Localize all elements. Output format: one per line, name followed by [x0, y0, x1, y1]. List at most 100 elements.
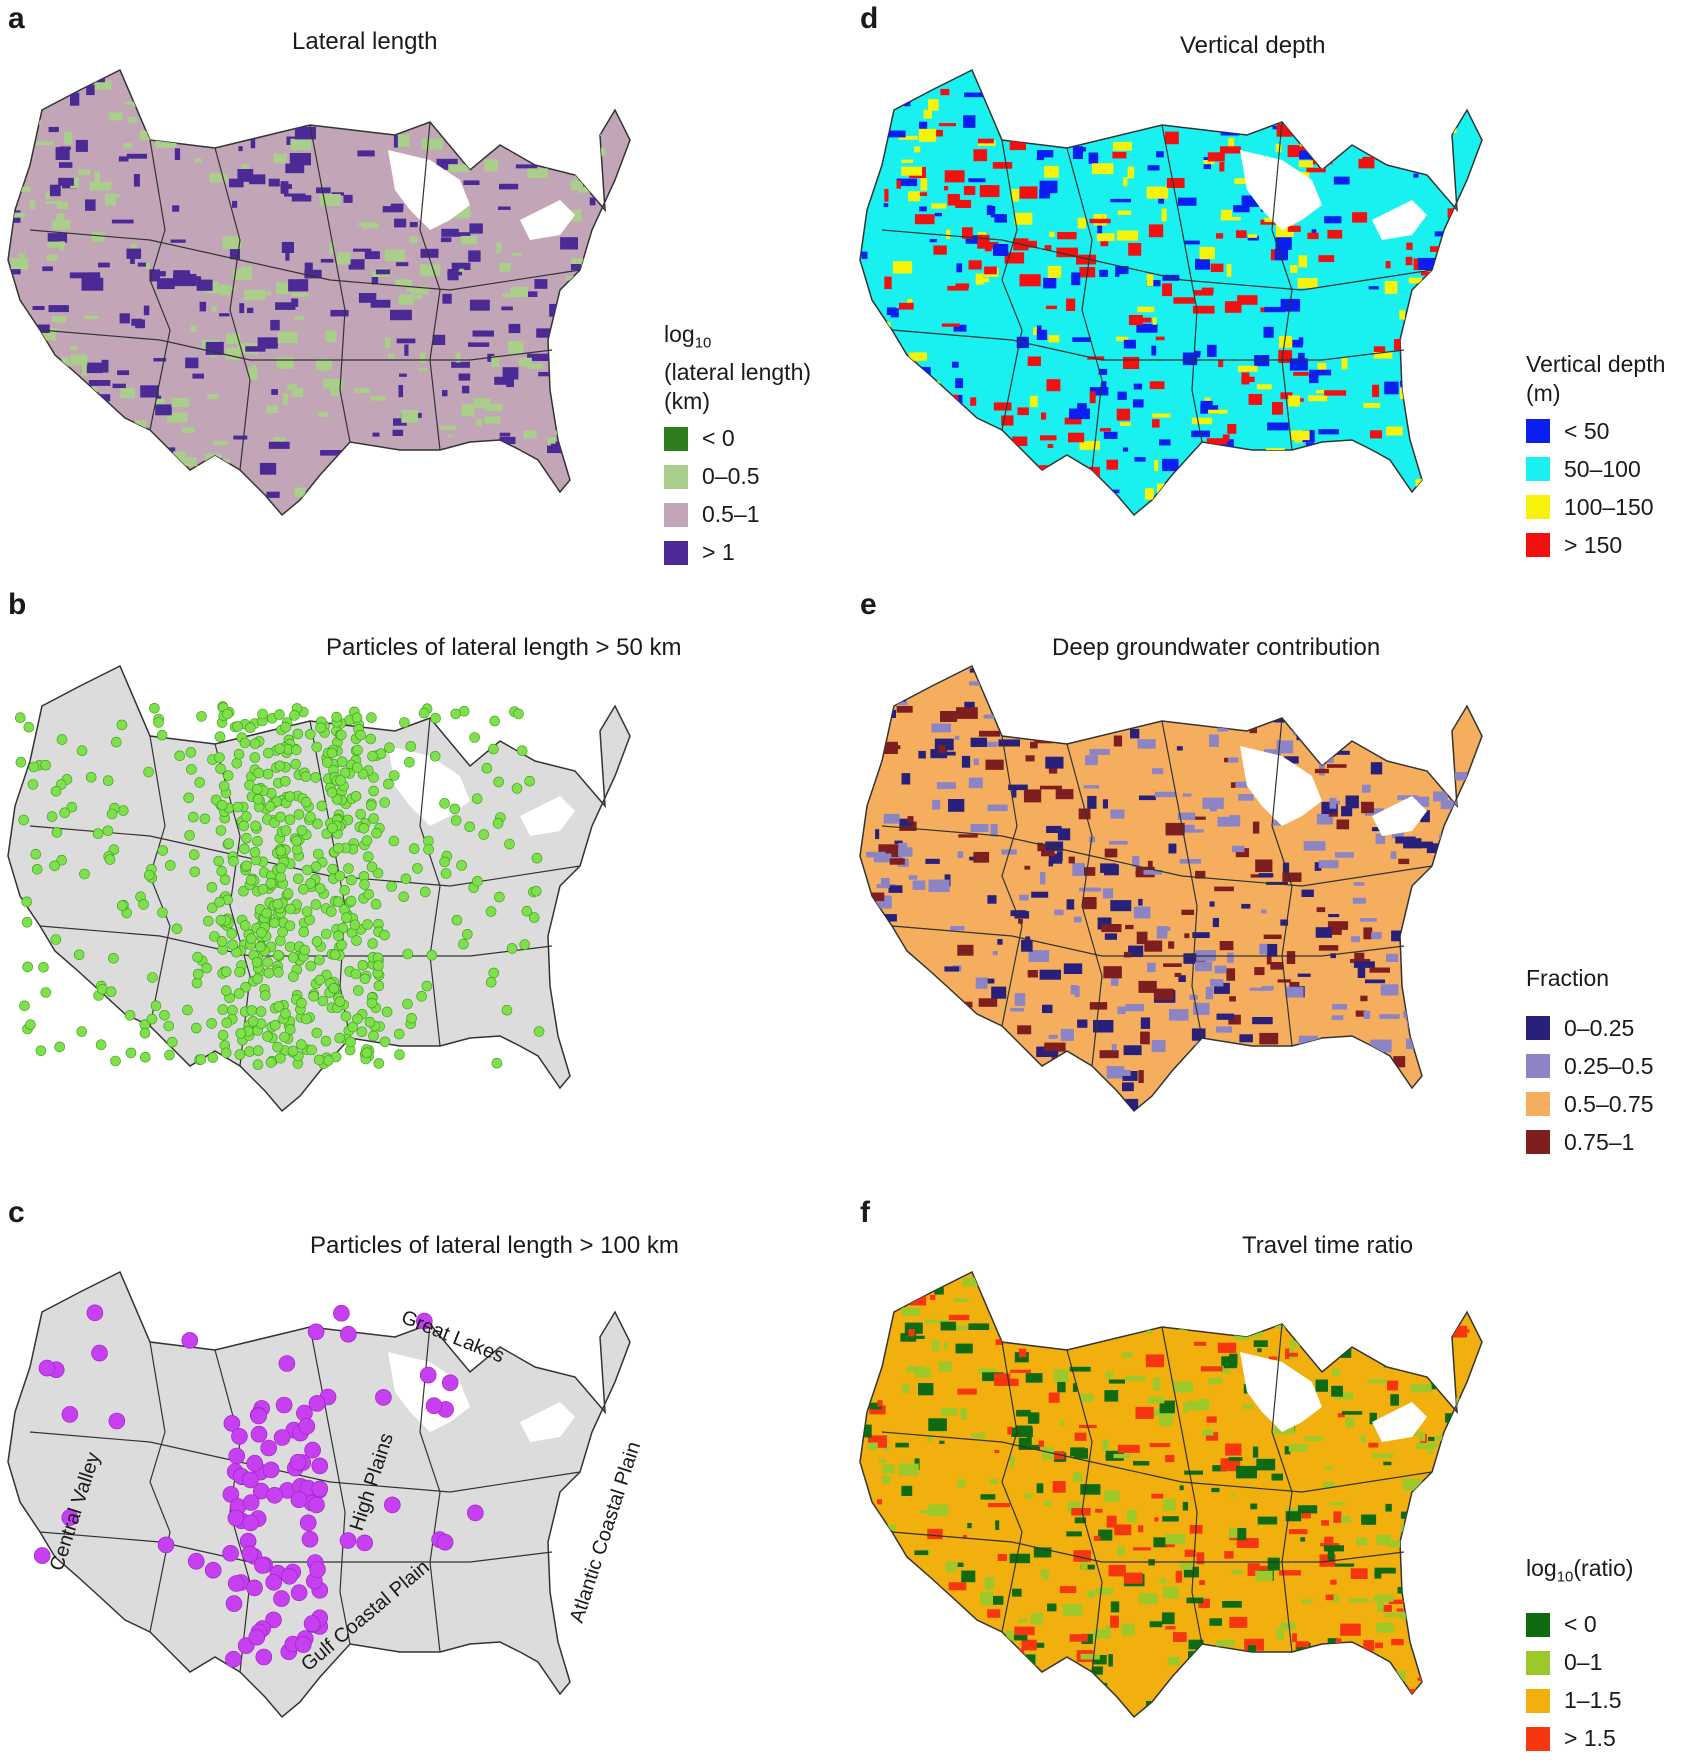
particle-point	[528, 912, 540, 923]
particle-point	[182, 1004, 193, 1016]
map-patch	[1415, 1086, 1437, 1098]
map-patch	[172, 205, 180, 212]
particle-point	[255, 1648, 273, 1666]
particle-point	[61, 1509, 79, 1526]
particle-point	[217, 1004, 229, 1015]
map-patch	[874, 490, 889, 501]
map-patch	[1116, 336, 1129, 342]
map-patch	[1422, 412, 1438, 420]
map-patch	[861, 171, 874, 175]
map-deep-groundwater	[859, 665, 1483, 1112]
particle-point	[149, 703, 160, 714]
map-patch	[1396, 1608, 1404, 1612]
map-patch	[243, 289, 266, 301]
panel-letter: d	[860, 2, 879, 35]
map-patch	[1069, 408, 1090, 420]
particle-point	[304, 1441, 321, 1459]
map-patch	[1014, 1626, 1035, 1636]
map-patch	[165, 84, 185, 94]
map-patch	[34, 87, 39, 99]
map-patch	[938, 745, 946, 753]
map-patch	[1060, 1304, 1080, 1308]
map-patch	[379, 462, 385, 473]
particle-point	[192, 951, 203, 963]
map-patch	[1199, 246, 1215, 260]
map-patch	[898, 847, 913, 857]
map-patch	[1413, 258, 1419, 271]
map-patch	[1257, 455, 1272, 467]
map-patch	[1052, 1481, 1066, 1493]
map-patch	[70, 345, 77, 351]
map-patch	[18, 167, 26, 179]
map-patch	[1074, 1432, 1087, 1441]
map-patch	[1168, 843, 1177, 854]
particle-point	[349, 919, 361, 931]
map-patch	[1282, 872, 1302, 882]
map-patch	[1198, 85, 1209, 90]
map-patch	[1229, 996, 1236, 1002]
map-patch	[1331, 1015, 1344, 1020]
map-patch	[1388, 1698, 1407, 1702]
map-patch	[1314, 87, 1336, 100]
particle-point	[256, 927, 267, 938]
map-patch	[878, 488, 888, 498]
map-patch	[62, 357, 69, 369]
legend-label: 100–150	[1564, 493, 1654, 520]
map-patch	[978, 730, 1001, 737]
particle-point	[356, 1534, 374, 1552]
map-patch	[864, 1424, 872, 1438]
map-patch	[1183, 240, 1200, 245]
particle-point	[213, 855, 224, 867]
map-patch	[1007, 1060, 1018, 1066]
map-patch	[975, 273, 984, 285]
particle-point	[262, 768, 274, 780]
map-patch	[901, 773, 911, 785]
map-patch	[1449, 772, 1468, 781]
particle-point	[358, 823, 370, 834]
map-patch	[1168, 941, 1175, 949]
map-patch	[1038, 478, 1056, 487]
map-patch	[929, 1029, 943, 1042]
map-patch	[1262, 1312, 1273, 1319]
map-patch	[898, 842, 908, 850]
particle-point	[215, 763, 226, 775]
map-patch	[1076, 147, 1086, 152]
map-patch	[872, 1692, 891, 1700]
map-patch	[1328, 813, 1338, 817]
map-patch	[1424, 367, 1436, 378]
map-patch	[1226, 264, 1232, 277]
map-patch	[1234, 781, 1255, 788]
map-patch	[1048, 1392, 1060, 1403]
map-patch	[1189, 829, 1204, 833]
map-patch	[16, 408, 24, 421]
map-patch	[80, 398, 94, 407]
map-patch	[1241, 195, 1260, 207]
particle-point	[301, 1530, 319, 1548]
map-patch	[1048, 335, 1060, 343]
map-patch	[393, 418, 407, 426]
particle-point	[278, 1355, 296, 1372]
map-patch	[1335, 1563, 1355, 1567]
map-patch	[484, 416, 501, 424]
map-patch	[1027, 356, 1041, 366]
map-patch	[984, 248, 992, 252]
map-patch	[1136, 1300, 1146, 1309]
map-patch	[390, 125, 395, 130]
particle-point	[56, 854, 68, 866]
map-patch	[1441, 1669, 1449, 1683]
map-patch	[1290, 339, 1303, 348]
map-patch	[1290, 703, 1307, 710]
particle-point	[327, 863, 339, 875]
map-patch	[1209, 112, 1230, 121]
map-patch	[882, 1464, 895, 1474]
map-patch	[1017, 407, 1029, 416]
map-patch	[1367, 1288, 1381, 1301]
map-patch	[204, 285, 224, 294]
map-patch	[1066, 298, 1076, 311]
map-patch	[1010, 1369, 1031, 1373]
map-patch	[914, 214, 935, 225]
map-patch	[1421, 1678, 1432, 1684]
particle-point	[40, 987, 52, 998]
particle-point	[273, 1001, 285, 1012]
map-patch	[1095, 1508, 1103, 1513]
